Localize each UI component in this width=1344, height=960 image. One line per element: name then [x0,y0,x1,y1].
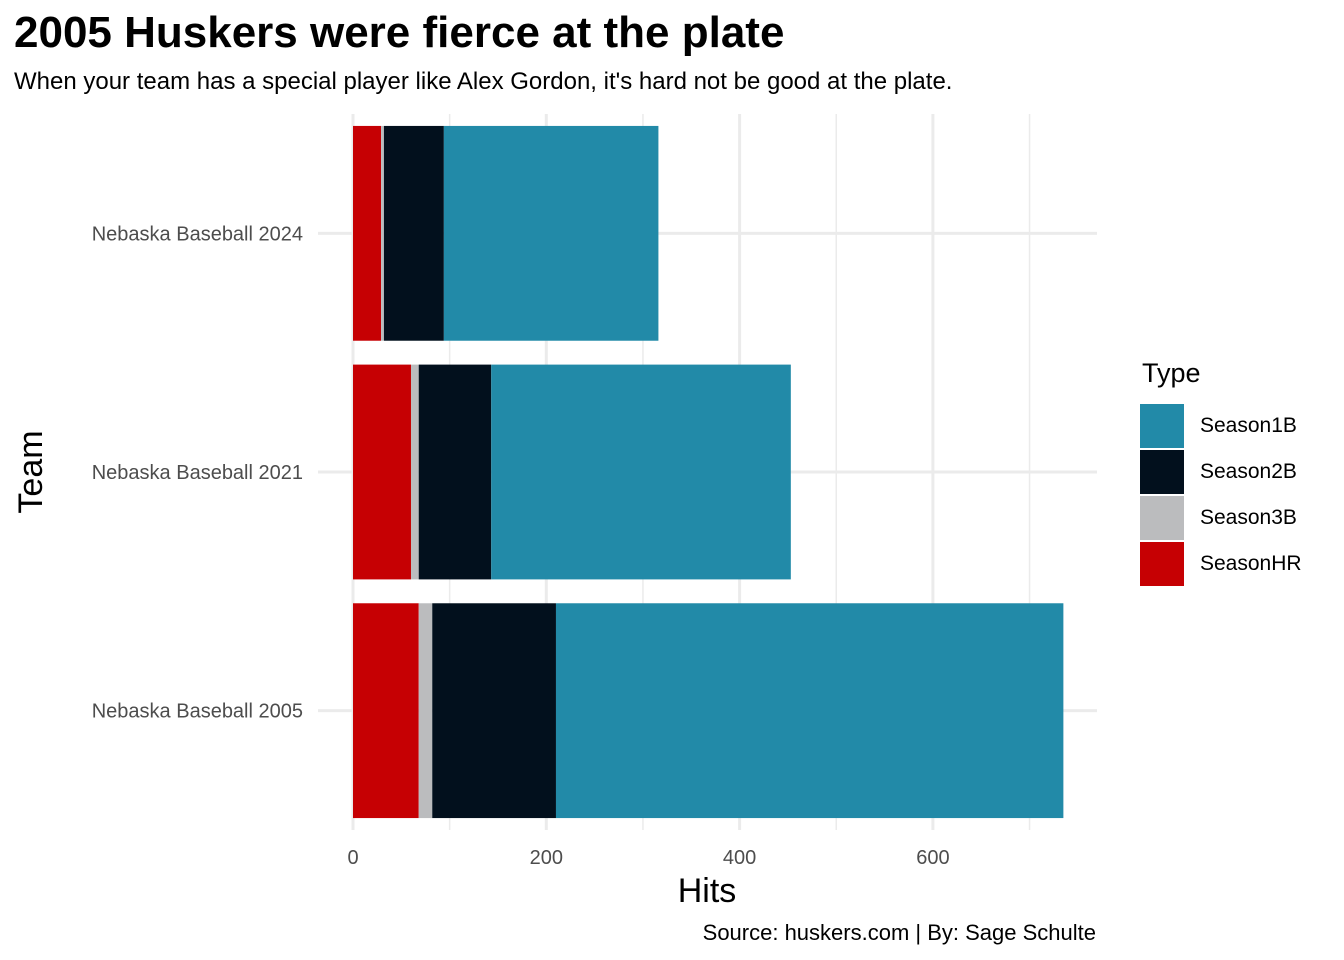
legend-item: Season3B [1140,495,1302,541]
chart-caption: Source: huskers.com | By: Sage Schulte [702,920,1096,945]
bar-segment-season3b [418,603,433,819]
x-tick-label: 200 [530,847,563,869]
legend-items: Season1B Season2B Season3B SeasonHR [1140,403,1302,587]
legend-label: SeasonHR [1200,552,1302,575]
bar-series [353,125,1064,819]
legend-label: Season2B [1200,460,1297,483]
chart-subtitle: When your team has a special player like… [14,68,953,95]
chart-title: 2005 Huskers were fierce at the plate [14,8,785,57]
x-tick-label: 600 [916,847,949,869]
bar-segment-season2b [383,125,444,341]
legend-item: SeasonHR [1140,541,1302,587]
x-axis-title: Hits [678,872,737,910]
legend-swatch [1140,450,1184,494]
bar-segment-season3b [410,364,419,580]
bar-segment-season1b [443,125,659,341]
legend-swatch [1140,542,1184,586]
legend: Type Season1B Season2B Season3B SeasonHR [1140,358,1302,587]
legend-title: Type [1142,358,1201,388]
legend-label: Season1B [1200,414,1297,437]
y-tick-label: Nebaska Baseball 2005 [92,701,303,723]
x-tick-label: 0 [347,847,358,869]
legend-label: Season3B [1200,506,1297,529]
x-tick-label: 400 [723,847,756,869]
legend-item: Season1B [1140,403,1302,449]
y-tick-label: Nebaska Baseball 2021 [92,462,303,484]
x-axis-ticks: 0 200 400 600 [347,847,949,869]
bar-segment-seasonhr [353,364,411,580]
bar-segment-season2b [432,603,556,819]
y-tick-label: Nebaska Baseball 2024 [92,223,303,245]
bar-segment-season1b [555,603,1064,819]
legend-swatch [1140,496,1184,540]
bar-segment-season3b [381,125,384,341]
y-axis-title: Team [12,430,50,513]
bar-segment-season2b [418,364,492,580]
bar-segment-season1b [491,364,791,580]
bar-segment-seasonhr [353,125,382,341]
legend-item: Season2B [1140,449,1302,495]
y-axis-ticks: Nebaska Baseball 2024 Nebaska Baseball 20… [92,223,303,722]
bar-segment-seasonhr [353,603,419,819]
legend-swatch [1140,404,1184,448]
